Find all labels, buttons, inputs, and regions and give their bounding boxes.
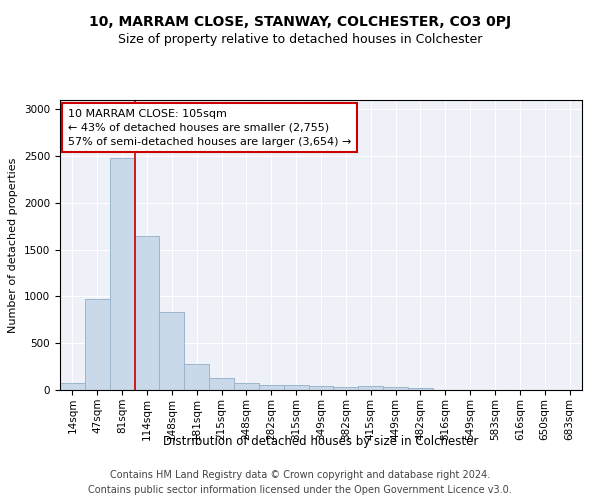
Bar [308, 386, 334, 390]
Text: Contains public sector information licensed under the Open Government Licence v3: Contains public sector information licen… [88, 485, 512, 495]
Bar [284, 386, 308, 390]
Bar [209, 378, 234, 390]
Bar [160, 312, 184, 390]
Text: 10 MARRAM CLOSE: 105sqm
← 43% of detached houses are smaller (2,755)
57% of semi: 10 MARRAM CLOSE: 105sqm ← 43% of detache… [68, 108, 351, 146]
Bar [110, 158, 134, 390]
Bar [259, 385, 284, 390]
Text: 10, MARRAM CLOSE, STANWAY, COLCHESTER, CO3 0PJ: 10, MARRAM CLOSE, STANWAY, COLCHESTER, C… [89, 15, 511, 29]
Text: Size of property relative to detached houses in Colchester: Size of property relative to detached ho… [118, 32, 482, 46]
Bar [334, 386, 358, 390]
Bar [358, 386, 383, 390]
Bar [85, 300, 110, 390]
Bar [383, 386, 408, 390]
Bar [234, 383, 259, 390]
Bar [408, 388, 433, 390]
Text: Contains HM Land Registry data © Crown copyright and database right 2024.: Contains HM Land Registry data © Crown c… [110, 470, 490, 480]
Bar [60, 383, 85, 390]
Text: Distribution of detached houses by size in Colchester: Distribution of detached houses by size … [163, 435, 479, 448]
Bar [184, 364, 209, 390]
Y-axis label: Number of detached properties: Number of detached properties [8, 158, 19, 332]
Bar [134, 236, 160, 390]
